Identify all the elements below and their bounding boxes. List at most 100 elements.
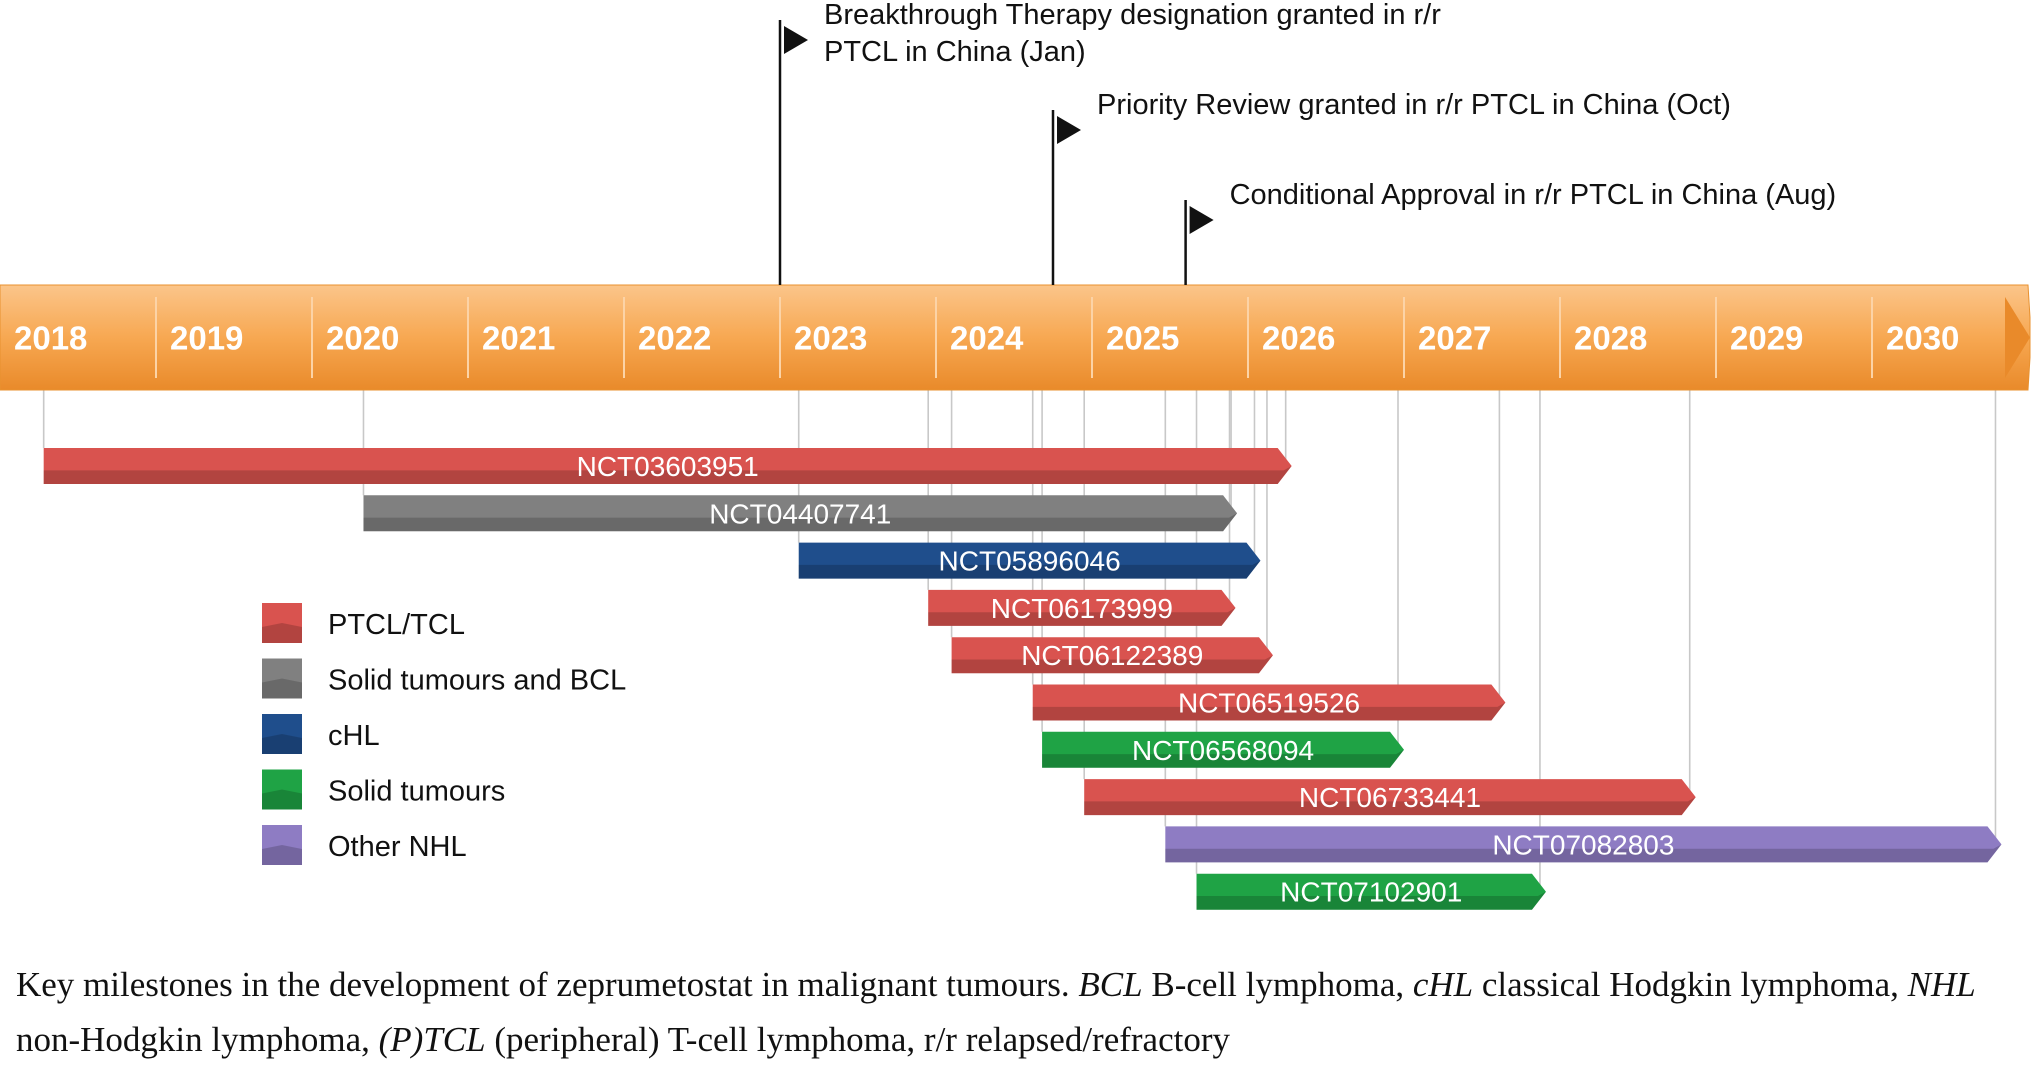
trial-bar: NCT03603951 (43, 448, 1292, 484)
legend-item: PTCL/TCL (262, 603, 465, 643)
flag-icon (784, 26, 808, 54)
timeline-axis: 2018 2019 2020 2021 2022 2023 2024 2025 2026 2027… (0, 284, 2031, 391)
trial-bar-body (1196, 873, 1546, 910)
trial-label: NCT06122389 (1021, 640, 1203, 671)
milestone-flags: Breakthrough Therapy designation granted… (778, 0, 1837, 285)
legend-item: Solid tumours and BCL (262, 658, 626, 699)
trial-bar-shade (798, 560, 1261, 579)
milestone-label: Priority Review granted in r/r PTCL in C… (1097, 89, 1731, 121)
legend-item: cHL (262, 714, 380, 754)
trial-bar-shade (951, 655, 1273, 674)
year-label: 2028 (1574, 320, 1647, 357)
flag-icon (1057, 116, 1081, 144)
year-label: 2029 (1730, 320, 1803, 357)
legend-swatch-shade (262, 678, 302, 699)
trial-bar-shade (43, 466, 1292, 484)
legend-swatch-shade (262, 845, 302, 865)
milestone-label: Conditional Approval in r/r PTCL in Chin… (1230, 179, 1837, 211)
legend-item: Solid tumours (262, 769, 505, 810)
legend-label: PTCL/TCL (328, 609, 465, 641)
legend-swatch-shade (262, 734, 302, 754)
trial-label: NCT07102901 (1280, 877, 1462, 908)
caption-abbr: BCL (1078, 965, 1143, 1004)
trial-label: NCT06519526 (1178, 688, 1360, 719)
legend-label: Other NHL (328, 831, 467, 863)
milestone: Breakthrough Therapy designation granted… (778, 0, 1441, 285)
caption-text: (peripheral) T-cell lymphoma, r/r relaps… (485, 1020, 1230, 1059)
trial-bar: NCT04407741 (363, 495, 1238, 532)
legend-item: Other NHL (262, 825, 467, 865)
legend-swatch-shade (262, 789, 302, 810)
trial-label: NCT07082803 (1492, 829, 1674, 860)
legend: PTCL/TCL Solid tumours and BCL cHL Solid tu… (262, 603, 626, 865)
trial-bar-body (951, 637, 1273, 674)
timeline-band (0, 284, 2031, 391)
trial-bar-body (928, 589, 1236, 626)
milestone-label: PTCL in China (Jan) (824, 36, 1086, 68)
year-label: 2019 (170, 320, 243, 357)
year-label: 2022 (638, 320, 711, 357)
caption-abbr: cHL (1412, 965, 1474, 1004)
trial-bar-shade (1042, 749, 1404, 768)
flag-icon (1189, 206, 1214, 234)
legend-swatch (262, 714, 302, 754)
caption-abbr: NHL (1907, 965, 1976, 1004)
year-label: 2024 (950, 320, 1024, 357)
caption-abbr: (P)TCL (378, 1020, 486, 1059)
trial-bar-shade (363, 513, 1238, 532)
legend-swatch (262, 603, 302, 643)
legend-swatch (262, 658, 302, 699)
caption-text: non-Hodgkin lymphoma, (16, 1020, 379, 1059)
trial-bar-body (1084, 779, 1696, 816)
trial-bar: NCT06519526 (1032, 684, 1506, 721)
legend-label: Solid tumours and BCL (328, 665, 626, 697)
trial-bar: NCT07082803 (1165, 826, 2002, 863)
trial-bar: NCT05896046 (798, 542, 1261, 579)
year-label: 2026 (1262, 320, 1335, 357)
trial-bar-body (363, 495, 1238, 532)
year-label: 2023 (794, 320, 867, 357)
legend-swatch (262, 769, 302, 810)
trial-label: NCT06173999 (991, 593, 1173, 624)
trial-bar: NCT07102901 (1196, 873, 1546, 910)
legend-swatch-shade (262, 623, 302, 643)
year-label: 2025 (1106, 320, 1179, 357)
caption-text: classical Hodgkin lymphoma, (1473, 965, 1908, 1004)
trial-label: NCT04407741 (709, 498, 891, 529)
trial-bar-shade (1196, 891, 1546, 910)
year-label: 2020 (326, 320, 399, 357)
trial-label: NCT05896046 (939, 546, 1121, 577)
figure-caption: Key milestones in the development of zep… (16, 957, 2026, 1067)
legend-label: cHL (328, 720, 380, 752)
timeline-arrow-tip (2005, 297, 2030, 378)
trial-bars: NCT03603951 NCT04407741 NCT05896046 NCT0617… (43, 448, 2002, 910)
trial-bar: NCT06733441 (1084, 779, 1696, 816)
trial-bar: NCT06568094 (1042, 731, 1404, 768)
trial-bar-shade (1165, 844, 2002, 863)
trial-label: NCT06568094 (1132, 735, 1314, 766)
legend-label: Solid tumours (328, 776, 505, 808)
trial-bar-shade (1084, 797, 1696, 816)
year-label: 2030 (1886, 320, 1959, 357)
trial-bar-body (798, 542, 1261, 579)
trial-bar-body (1032, 684, 1506, 721)
year-label: 2018 (14, 320, 87, 357)
trial-label: NCT03603951 (577, 451, 759, 482)
trial-bar-body (1042, 731, 1404, 768)
milestone: Conditional Approval in r/r PTCL in Chin… (1184, 179, 1837, 285)
trial-label: NCT06733441 (1299, 782, 1481, 813)
milestone: Priority Review granted in r/r PTCL in C… (1051, 89, 1731, 285)
trial-bar-shade (1032, 702, 1506, 721)
caption-text: B-cell lymphoma, (1142, 965, 1413, 1004)
year-label: 2027 (1418, 320, 1491, 357)
trial-bar-body (1165, 826, 2002, 863)
caption-text: Key milestones in the development of zep… (16, 965, 1079, 1004)
trial-bar-body (43, 448, 1292, 484)
trial-bar-shade (928, 607, 1236, 626)
trial-bar: NCT06122389 (951, 637, 1273, 674)
year-label: 2021 (482, 320, 555, 357)
trial-bar: NCT06173999 (928, 589, 1236, 626)
legend-swatch (262, 825, 302, 865)
milestone-label: Breakthrough Therapy designation granted… (824, 0, 1441, 31)
development-timeline: 2018 2019 2020 2021 2022 2023 2024 2025 2026 2027… (0, 0, 2031, 910)
